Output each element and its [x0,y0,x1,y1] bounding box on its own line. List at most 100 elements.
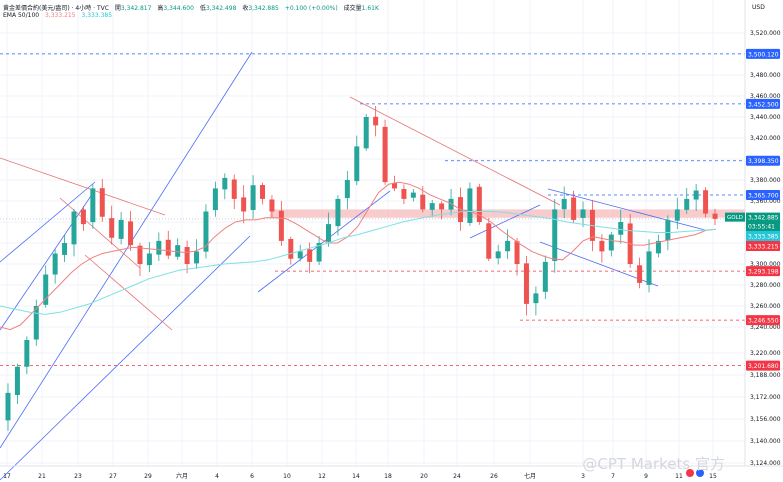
candle-body [99,188,105,217]
level-tag [746,48,780,59]
level-tag-label: 3,398.350 [748,158,779,165]
level-tag-label: 3,246.550 [748,318,779,325]
y-tick-label: 3,124.000 [750,460,781,467]
level-tag [746,315,780,326]
ema100-value: 3,333.385 [81,12,113,19]
symbol-line[interactable]: 黄金差價合約(美元/盎司) · 4小時 · TVC [3,5,109,12]
candle-body [561,198,567,210]
candle-body [344,180,350,199]
candle-body [5,392,11,421]
trendline-red [84,254,173,331]
currency-label[interactable]: USD [752,4,765,11]
candle-body [184,246,190,264]
x-tick-label: 15 [709,473,717,480]
candle-body [382,126,388,183]
ema-legend[interactable]: EMA 50/100 3,333.215 3,333.385 [3,12,116,19]
trendline-red [349,96,561,206]
level-tag [746,266,780,277]
x-tick-label: 21 [38,473,46,480]
candle-body [33,306,39,340]
candle-body [326,224,332,242]
candle-body [646,251,652,285]
y-tick-label: 3,520.000 [750,30,781,37]
high-value: 3,344.600 [163,5,194,12]
level-tag-label: 3,201.680 [748,363,779,370]
candle-body [401,189,407,199]
candle-body [71,211,77,245]
candle-body [203,211,209,252]
ema-tag [746,231,780,241]
ema-tag [746,241,780,251]
candle-body [137,245,143,264]
candle-body [674,209,680,221]
symbol-header: 黄金差價合約(美元/盎司) · 4小時 · TVC 開3,342.817 高3,… [3,3,383,12]
open-label: 開 [114,5,121,12]
x-tick-label: 20 [420,473,428,480]
candle-body [307,249,313,262]
y-tick-label: 3,240.000 [750,324,781,331]
trendline-blue [469,204,541,239]
level-tag-label: 3,293.198 [748,269,779,276]
candle-body [599,240,605,252]
y-tick-label: 3,280.000 [750,282,781,289]
close-label: 收 [242,5,249,12]
ema50-line [0,181,717,331]
current-price-tag [746,212,780,233]
candle-body [288,238,294,259]
candle-body [712,213,718,219]
y-tick-label: 3,220.000 [750,350,781,357]
level-tag-label: 3,500.120 [748,51,779,58]
candle-body [194,251,200,264]
trendline-red [59,197,141,269]
candle-body [467,188,473,223]
candle-body [250,185,256,210]
x-tick-label: 7 [611,473,615,480]
candle-body [335,198,341,227]
candle-body [703,190,709,214]
x-tick-label: 六月 [176,472,188,480]
candle-body [363,117,369,149]
x-tick-label: 14 [352,473,360,480]
change-value: +0.100 (+0.00%) [284,5,338,12]
candle-body [665,219,671,241]
candle-body [429,203,435,210]
candle-body [43,274,49,305]
trendline-blue [547,188,706,231]
level-tag [746,190,780,201]
candle-body [62,243,68,255]
price-tags: 3,500.120 3,452.500 3,398.350 3,365.700 3,29… [725,48,780,371]
candle-body [165,239,171,256]
candle-body [571,197,577,220]
resistance-band [270,209,745,218]
x-tick-label: 29 [144,473,152,480]
candle-body [373,116,379,126]
candle-body [260,185,266,199]
trendline-blue [0,235,251,481]
level-tag [746,360,780,371]
y-tick-label: 3,156.000 [750,416,781,423]
y-tick-label: 3,300.000 [750,261,781,268]
x-tick-label: 4 [215,473,219,480]
y-tick-label: 3,380.000 [750,177,781,184]
candle-body [175,245,181,257]
watermark: @CPT Markets 官方 [582,455,725,473]
y-tick-label: 3,420.000 [750,135,781,142]
candle-body [542,261,548,292]
y-tick-label: 3,360.000 [750,198,781,205]
trendline-blue [0,51,253,449]
trendline-blue [0,189,96,331]
x-tick-label: 10 [283,473,291,480]
x-axis[interactable]: 17 21 23 27 29 六月 4 6 10 12 14 18 20 24 26 七月 3 7 9 11 15 [3,472,717,480]
trendline-blue [0,181,96,263]
candle-body [391,183,397,189]
candle-body [523,263,529,304]
candle-body [316,243,322,262]
y-tick-label: 3,260.000 [750,303,781,310]
gold-symbol-tag [725,212,745,222]
level-tag-label: 3,452.500 [748,101,779,108]
level-tag [746,98,780,109]
x-tick-label: 24 [453,473,461,480]
trendlines [0,51,706,481]
candle-body [241,197,247,212]
